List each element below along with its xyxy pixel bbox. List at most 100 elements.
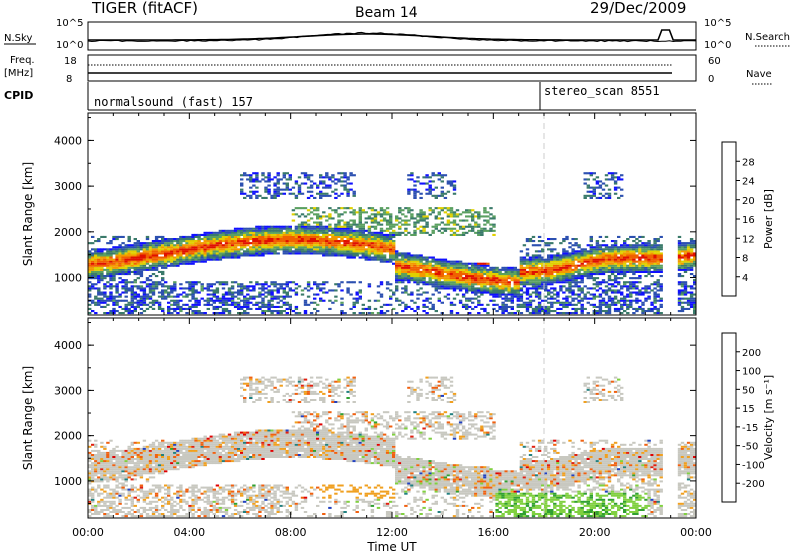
power-cell — [389, 250, 392, 252]
power-cell — [407, 279, 410, 281]
power-cell — [471, 267, 474, 269]
power-cell — [577, 250, 580, 252]
power-cell — [498, 285, 501, 287]
power-cell — [571, 281, 574, 283]
power-cell — [538, 259, 541, 261]
power-cell — [134, 257, 137, 259]
power-cell — [638, 300, 641, 302]
power-cell — [131, 292, 134, 294]
power-cell — [596, 259, 599, 261]
power-cell — [356, 298, 359, 300]
power-cell — [465, 298, 468, 300]
power-cell — [249, 228, 252, 230]
power-cell — [261, 289, 264, 291]
power-cell — [553, 287, 556, 289]
power-cell — [447, 281, 450, 283]
power-cell — [590, 174, 593, 176]
power-cell — [538, 275, 541, 277]
power-cell — [638, 269, 641, 271]
power-cell — [349, 207, 352, 209]
power-cell — [492, 226, 495, 228]
power-cell — [97, 267, 100, 269]
power-cell — [617, 197, 620, 199]
power-cell — [617, 300, 620, 302]
power-cell — [416, 267, 419, 269]
power-cell — [574, 285, 577, 287]
power-cell — [331, 191, 334, 193]
power-cell — [438, 265, 441, 267]
power-cell — [495, 304, 498, 306]
power-cell — [261, 197, 264, 199]
power-cell — [368, 228, 371, 230]
power-cell — [316, 310, 319, 312]
power-cell — [337, 283, 340, 285]
power-cell — [574, 238, 577, 240]
power-cell — [255, 234, 258, 236]
power-cell — [574, 279, 577, 281]
power-cell — [100, 267, 103, 269]
power-cell — [678, 259, 681, 261]
power-cell — [228, 244, 231, 246]
power-cell — [568, 257, 571, 259]
power-cell — [289, 228, 292, 230]
power-cell — [164, 298, 167, 300]
power-cell — [286, 283, 289, 285]
power-cell — [152, 273, 155, 275]
power-cell — [152, 300, 155, 302]
power-cell — [353, 257, 356, 259]
power-cell — [419, 279, 422, 281]
power-cell — [207, 234, 210, 236]
power-cell — [152, 285, 155, 287]
power-cell — [280, 193, 283, 195]
power-cell — [605, 174, 608, 176]
power-cell — [526, 252, 529, 254]
power-cell — [453, 289, 456, 291]
power-cell — [468, 285, 471, 287]
power-cell — [571, 244, 574, 246]
power-cell — [106, 242, 109, 244]
power-cell — [158, 236, 161, 238]
power-cell — [143, 261, 146, 263]
power-cell — [377, 312, 380, 314]
power-cell — [617, 187, 620, 189]
power-cell — [650, 261, 653, 263]
power-cell — [134, 292, 137, 294]
power-cell — [362, 304, 365, 306]
power-cell — [596, 310, 599, 312]
power-cell — [182, 250, 185, 252]
power-cell — [611, 261, 614, 263]
power-cell — [468, 230, 471, 232]
power-cell — [590, 244, 593, 246]
power-cell — [392, 248, 395, 250]
power-cell — [210, 240, 213, 242]
power-cell — [346, 287, 349, 289]
power-cell — [590, 265, 593, 267]
power-cell — [574, 267, 577, 269]
power-cell — [340, 176, 343, 178]
power-cell — [125, 310, 128, 312]
power-cell — [632, 277, 635, 279]
power-cell — [149, 302, 152, 304]
power-cell — [386, 211, 389, 213]
power-cell — [164, 242, 167, 244]
power-cell — [161, 267, 164, 269]
power-cell — [94, 287, 97, 289]
power-cell — [629, 267, 632, 269]
power-cell — [264, 310, 267, 312]
power-cell — [644, 261, 647, 263]
power-cell — [611, 269, 614, 271]
power-cell — [286, 244, 289, 246]
power-cell — [304, 234, 307, 236]
power-cell — [410, 269, 413, 271]
power-cell — [590, 246, 593, 248]
power-cell — [483, 269, 486, 271]
power-cell — [231, 252, 234, 254]
power-cell — [425, 193, 428, 195]
power-cell — [623, 283, 626, 285]
nsearch-tick-top: 10^5 — [704, 18, 731, 29]
power-cell — [620, 252, 623, 254]
power-cell — [155, 281, 158, 283]
power-cell — [684, 302, 687, 304]
power-cell — [246, 254, 249, 256]
power-cell — [568, 279, 571, 281]
